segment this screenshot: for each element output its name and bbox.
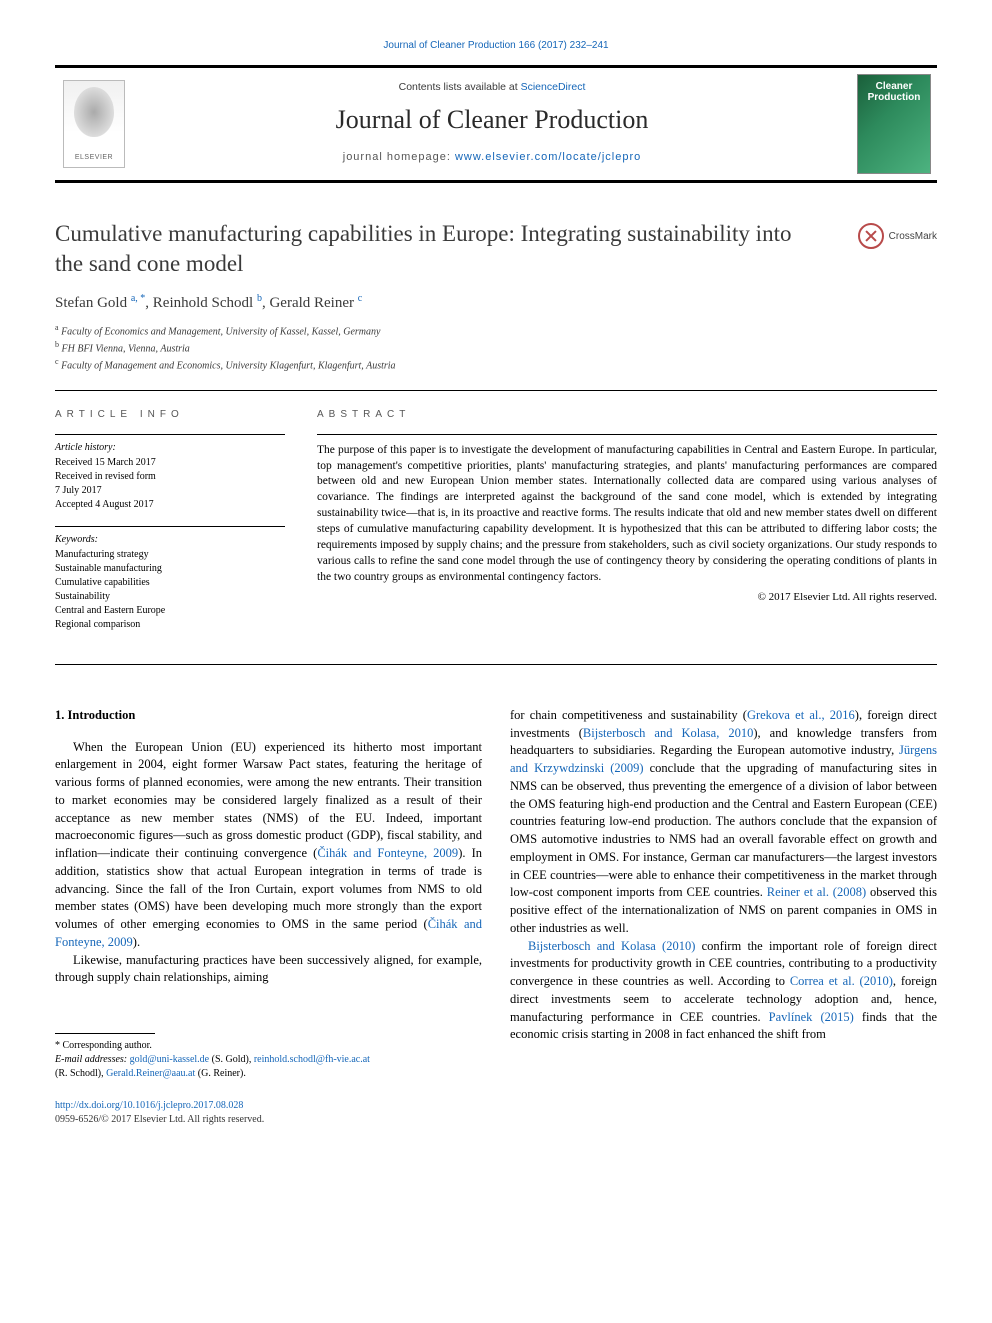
body-column-right: for chain competitiveness and sustainabi… — [510, 707, 937, 1127]
sciencedirect-link[interactable]: ScienceDirect — [521, 81, 586, 93]
section-1-heading: 1. Introduction — [55, 707, 482, 725]
article-header: CrossMark Cumulative manufacturing capab… — [55, 219, 937, 374]
publisher-logo-text: ELSEVIER — [75, 154, 113, 161]
crossmark-icon — [858, 223, 884, 249]
cover-text-1: Cleaner — [876, 81, 913, 92]
ref-grekova-2016[interactable]: Grekova et al., 2016 — [747, 708, 855, 722]
abstract-text: The purpose of this paper is to investig… — [317, 434, 937, 605]
email-schodl[interactable]: reinhold.schodl@fh-vie.ac.at — [254, 1054, 370, 1065]
abstract-column: ABSTRACT The purpose of this paper is to… — [317, 409, 937, 646]
intro-paragraph-3: Bijsterbosch and Kolasa (2010) confirm t… — [510, 938, 937, 1045]
keyword-line: Regional comparison — [55, 618, 285, 632]
elsevier-tree-icon: ELSEVIER — [63, 80, 125, 168]
ref-bijsterbosch-2010b[interactable]: Bijsterbosch and Kolasa (2010) — [528, 939, 695, 953]
homepage-line: journal homepage: www.elsevier.com/locat… — [133, 151, 851, 163]
affiliations: a Faculty of Economics and Management, U… — [55, 322, 937, 374]
history-line: 7 July 2017 — [55, 484, 285, 498]
article-history-block: Article history: Received 15 March 2017R… — [55, 434, 285, 512]
affiliation-line: a Faculty of Economics and Management, U… — [55, 322, 937, 339]
affiliation-line: b FH BFI Vienna, Vienna, Austria — [55, 339, 937, 356]
ref-bijsterbosch-2010a[interactable]: Bijsterbosch and Kolasa, 2010 — [583, 726, 753, 740]
ref-correa-2010[interactable]: Correa et al. (2010) — [790, 974, 893, 988]
footnote-divider — [55, 1033, 155, 1034]
history-line: Accepted 4 August 2017 — [55, 498, 285, 512]
body-columns: 1. Introduction When the European Union … — [55, 707, 937, 1127]
ref-reiner-2008[interactable]: Reiner et al. (2008) — [767, 885, 866, 899]
email-gold[interactable]: gold@uni-kassel.de — [130, 1054, 209, 1065]
citation-link[interactable]: Journal of Cleaner Production 166 (2017)… — [383, 40, 608, 51]
keyword-line: Sustainability — [55, 590, 285, 604]
authors-line: Stefan Gold a, *, Reinhold Schodl b, Ger… — [55, 293, 937, 312]
abstract-body: The purpose of this paper is to investig… — [317, 444, 937, 583]
doi-block: http://dx.doi.org/10.1016/j.jclepro.2017… — [55, 1099, 482, 1127]
history-title: Article history: — [55, 441, 285, 455]
keyword-line: Cumulative capabilities — [55, 576, 285, 590]
journal-cover-thumbnail: Cleaner Production — [857, 74, 931, 174]
header-divider — [55, 390, 937, 391]
crossmark-badge[interactable]: CrossMark — [858, 223, 937, 249]
contents-line: Contents lists available at ScienceDirec… — [133, 81, 851, 93]
journal-banner: ELSEVIER Contents lists available at Sci… — [55, 65, 937, 183]
corresponding-label: * Corresponding author. — [55, 1039, 482, 1053]
corresponding-author-footnote: * Corresponding author. E-mail addresses… — [55, 1039, 482, 1081]
body-column-left: 1. Introduction When the European Union … — [55, 707, 482, 1127]
banner-center: Contents lists available at ScienceDirec… — [133, 71, 851, 177]
abstract-divider — [55, 664, 937, 665]
email-label: E-mail addresses: — [55, 1054, 130, 1065]
email-addresses: E-mail addresses: gold@uni-kassel.de (S.… — [55, 1053, 482, 1081]
cover-text-2: Production — [868, 92, 921, 103]
running-citation: Journal of Cleaner Production 166 (2017)… — [55, 40, 937, 51]
keywords-title: Keywords: — [55, 533, 285, 547]
contents-prefix: Contents lists available at — [399, 81, 521, 93]
history-line: Received 15 March 2017 — [55, 456, 285, 470]
crossmark-label: CrossMark — [889, 231, 937, 242]
keywords-block: Keywords: Manufacturing strategySustaina… — [55, 526, 285, 632]
abstract-heading: ABSTRACT — [317, 409, 937, 420]
history-line: Received in revised form — [55, 470, 285, 484]
keyword-line: Sustainable manufacturing — [55, 562, 285, 576]
ref-cihak-2009a[interactable]: Čihák and Fonteyne, 2009 — [317, 846, 458, 860]
keyword-line: Central and Eastern Europe — [55, 604, 285, 618]
article-info-column: ARTICLE INFO Article history: Received 1… — [55, 409, 285, 646]
ref-pavlinek-2015[interactable]: Pavlínek (2015) — [769, 1010, 854, 1024]
affiliation-line: c Faculty of Management and Economics, U… — [55, 356, 937, 373]
email-reiner[interactable]: Gerald.Reiner@aau.at — [106, 1068, 195, 1079]
doi-link[interactable]: http://dx.doi.org/10.1016/j.jclepro.2017… — [55, 1100, 243, 1111]
article-title: Cumulative manufacturing capabilities in… — [55, 219, 937, 279]
intro-paragraph-2: Likewise, manufacturing practices have b… — [55, 952, 482, 988]
info-abstract-row: ARTICLE INFO Article history: Received 1… — [55, 409, 937, 646]
keyword-line: Manufacturing strategy — [55, 548, 285, 562]
issn-copyright: 0959-6526/© 2017 Elsevier Ltd. All right… — [55, 1114, 264, 1125]
homepage-link[interactable]: www.elsevier.com/locate/jclepro — [455, 151, 641, 163]
intro-paragraph-1: When the European Union (EU) experienced… — [55, 739, 482, 952]
homepage-prefix: journal homepage: — [343, 151, 455, 163]
intro-paragraph-2-cont: for chain competitiveness and sustainabi… — [510, 707, 937, 938]
article-info-heading: ARTICLE INFO — [55, 409, 285, 420]
abstract-copyright: © 2017 Elsevier Ltd. All rights reserved… — [317, 590, 937, 605]
journal-name: Journal of Cleaner Production — [133, 105, 851, 135]
publisher-logo: ELSEVIER — [55, 74, 133, 174]
